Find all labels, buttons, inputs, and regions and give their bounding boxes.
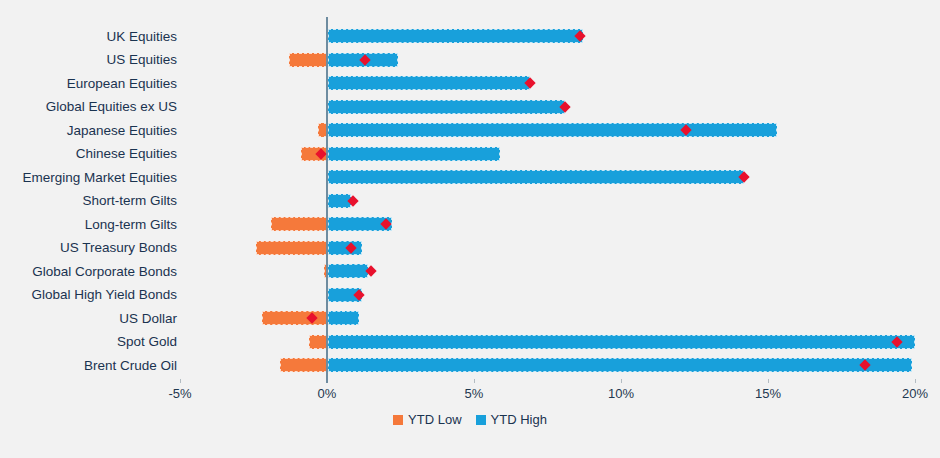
x-axis-tick-mark: [621, 379, 622, 383]
ytd-low-bar: [289, 53, 327, 67]
x-axis-tick-label: -5%: [150, 386, 210, 401]
ytd-low-swatch-icon: [393, 415, 403, 425]
category-label: Global Equities ex US: [0, 99, 177, 114]
x-axis-tick-label: 10%: [591, 386, 651, 401]
x-axis-tick-label: 5%: [444, 386, 504, 401]
category-label: US Equities: [0, 52, 177, 67]
x-axis-tick-label: 15%: [738, 386, 798, 401]
ytd-high-bar: [328, 29, 583, 43]
category-label: Global Corporate Bonds: [0, 264, 177, 279]
ytd-range-chart: UK Equities US Equities European Equities G…: [0, 0, 940, 458]
category-label: US Treasury Bonds: [0, 240, 177, 255]
category-label: European Equities: [0, 76, 177, 91]
x-axis-tick-label: 0%: [297, 386, 357, 401]
ytd-high-bar: [328, 335, 915, 349]
ytd-high-bar: [328, 100, 565, 114]
ytd-high-bar: [328, 123, 777, 137]
category-label: Spot Gold: [0, 334, 177, 349]
x-axis-tick-mark: [180, 379, 181, 383]
ytd-high-bar: [328, 76, 530, 90]
legend-item-ytd-high: YTD High: [476, 412, 547, 427]
ytd-high-bar: [328, 147, 500, 161]
legend: YTD Low YTD High: [0, 412, 940, 427]
ytd-high-bar: [328, 358, 912, 372]
category-label: Brent Crude Oil: [0, 358, 177, 373]
category-label: Chinese Equities: [0, 146, 177, 161]
ytd-low-bar: [271, 217, 327, 231]
ytd-high-bar: [328, 311, 359, 325]
category-label: Global High Yield Bonds: [0, 287, 177, 302]
x-axis-tick-label: 20%: [885, 386, 940, 401]
x-axis-tick-mark: [474, 379, 475, 383]
category-label: Japanese Equities: [0, 123, 177, 138]
x-axis-tick-mark: [915, 379, 916, 383]
category-label: Emerging Market Equities: [0, 170, 177, 185]
ytd-high-bar: [328, 170, 744, 184]
ytd-high-swatch-icon: [476, 415, 486, 425]
ytd-low-bar: [309, 335, 327, 349]
category-label: Long-term Gilts: [0, 217, 177, 232]
legend-item-ytd-low: YTD Low: [393, 412, 461, 427]
category-label: UK Equities: [0, 29, 177, 44]
category-label: US Dollar: [0, 311, 177, 326]
ytd-high-bar: [328, 264, 368, 278]
zero-axis-line: [326, 17, 328, 383]
legend-label-ytd-low: YTD Low: [408, 412, 461, 427]
x-axis-tick-mark: [768, 379, 769, 383]
ytd-low-bar: [256, 241, 327, 255]
category-label: Short-term Gilts: [0, 193, 177, 208]
legend-label-ytd-high: YTD High: [491, 412, 547, 427]
ytd-low-bar: [280, 358, 327, 372]
